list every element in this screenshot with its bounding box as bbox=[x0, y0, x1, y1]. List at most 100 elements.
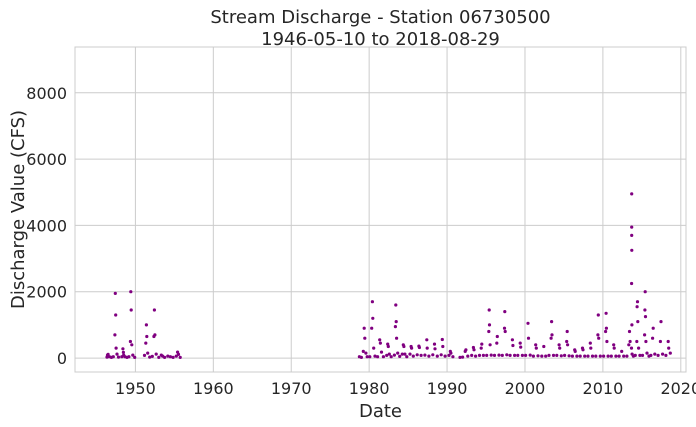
data-point bbox=[171, 355, 175, 359]
data-point bbox=[586, 354, 590, 358]
data-point bbox=[481, 353, 485, 357]
data-point bbox=[578, 354, 582, 358]
data-point bbox=[365, 355, 369, 359]
data-point bbox=[534, 346, 538, 350]
data-point bbox=[398, 354, 402, 358]
data-point bbox=[567, 354, 571, 358]
x-tick-label: 1950 bbox=[115, 379, 156, 398]
data-point bbox=[439, 353, 443, 357]
data-point bbox=[387, 352, 391, 356]
data-point bbox=[373, 354, 377, 358]
data-point bbox=[667, 346, 671, 350]
data-point bbox=[643, 315, 648, 319]
data-point bbox=[168, 355, 172, 359]
data-point bbox=[503, 310, 507, 314]
x-tick-label: 2000 bbox=[505, 379, 546, 398]
data-point bbox=[500, 353, 504, 357]
x-tick-label: 1980 bbox=[349, 379, 390, 398]
data-point bbox=[116, 355, 121, 359]
data-point bbox=[557, 343, 561, 347]
grid-layer bbox=[75, 47, 686, 372]
data-point bbox=[614, 354, 618, 358]
chart-subtitle: 1946-05-10 to 2018-08-29 bbox=[261, 29, 500, 50]
data-point bbox=[449, 351, 453, 355]
data-point bbox=[146, 351, 150, 355]
data-point bbox=[166, 354, 170, 358]
data-point bbox=[612, 346, 616, 350]
data-point bbox=[113, 291, 117, 295]
data-point bbox=[480, 342, 484, 346]
data-point bbox=[625, 354, 629, 358]
data-point bbox=[371, 316, 375, 320]
data-point bbox=[656, 353, 660, 357]
data-point bbox=[417, 345, 421, 350]
data-point bbox=[528, 353, 532, 357]
data-point bbox=[544, 354, 548, 358]
data-point bbox=[410, 346, 414, 350]
data-point bbox=[425, 346, 429, 350]
data-point bbox=[643, 333, 647, 337]
data-point bbox=[372, 346, 376, 350]
data-point bbox=[633, 353, 637, 357]
data-point bbox=[408, 352, 412, 356]
data-point bbox=[411, 354, 415, 358]
data-point bbox=[487, 329, 491, 334]
data-point bbox=[635, 339, 639, 344]
data-point bbox=[629, 346, 634, 350]
data-point bbox=[368, 355, 372, 359]
y-tick-label: 8000 bbox=[26, 84, 67, 103]
x-tick-label: 1970 bbox=[271, 379, 312, 398]
data-point bbox=[114, 313, 118, 317]
data-point bbox=[477, 353, 482, 357]
data-point bbox=[376, 355, 380, 359]
data-point bbox=[622, 354, 626, 358]
data-point bbox=[464, 348, 468, 352]
data-point bbox=[370, 326, 374, 330]
data-point bbox=[649, 353, 653, 357]
data-point bbox=[379, 350, 384, 354]
data-point bbox=[573, 349, 577, 353]
data-point bbox=[419, 353, 423, 357]
data-point bbox=[516, 353, 520, 357]
data-point bbox=[111, 355, 115, 359]
data-point bbox=[550, 333, 554, 337]
data-point bbox=[666, 339, 670, 344]
data-point bbox=[590, 354, 595, 358]
data-point bbox=[668, 351, 672, 355]
data-point bbox=[394, 303, 398, 307]
data-point bbox=[402, 344, 406, 349]
data-point bbox=[466, 354, 470, 358]
data-point bbox=[127, 355, 131, 359]
data-point bbox=[461, 355, 465, 359]
data-point bbox=[630, 248, 634, 252]
data-point bbox=[487, 308, 491, 312]
data-point bbox=[526, 321, 530, 325]
data-point bbox=[405, 355, 409, 359]
data-point bbox=[596, 333, 600, 337]
data-point bbox=[394, 320, 398, 324]
data-point bbox=[370, 300, 374, 304]
data-point bbox=[526, 336, 531, 340]
data-point bbox=[431, 353, 435, 357]
data-point bbox=[129, 290, 133, 294]
data-point bbox=[423, 353, 427, 357]
data-point bbox=[630, 225, 634, 229]
data-point bbox=[395, 336, 399, 340]
data-point bbox=[474, 354, 478, 358]
data-point bbox=[443, 354, 447, 358]
data-point bbox=[581, 348, 585, 352]
data-point bbox=[128, 339, 132, 344]
data-point bbox=[617, 354, 621, 358]
data-point bbox=[604, 329, 608, 334]
data-point bbox=[142, 353, 147, 357]
data-point bbox=[152, 308, 156, 312]
data-point bbox=[364, 351, 368, 355]
data-point bbox=[510, 338, 514, 342]
data-point bbox=[508, 353, 512, 357]
data-point bbox=[497, 353, 501, 357]
data-point bbox=[636, 320, 640, 324]
data-point bbox=[145, 334, 149, 339]
data-point bbox=[386, 344, 390, 349]
